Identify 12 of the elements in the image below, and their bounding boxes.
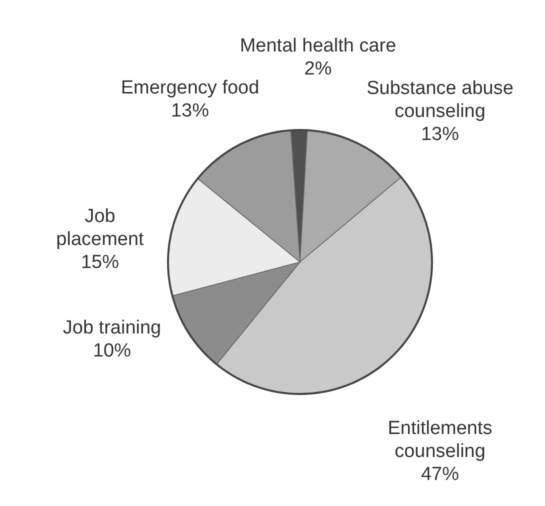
slice-label: Entitlements counseling [388, 418, 492, 462]
data-label: 47% [420, 464, 460, 486]
slice-label: Emergency food [120, 78, 260, 99]
slice-label: Mental health care [240, 36, 396, 57]
data-label: 10% [92, 340, 132, 362]
data-label: 15% [80, 252, 120, 274]
data-label: 2% [304, 58, 332, 80]
slice-label: Job training [62, 318, 162, 339]
slice-label: Job placement [56, 206, 145, 250]
slice-label: Substance abuse counseling [366, 78, 514, 122]
data-label: 13% [170, 100, 210, 122]
data-label: 13% [420, 124, 460, 146]
